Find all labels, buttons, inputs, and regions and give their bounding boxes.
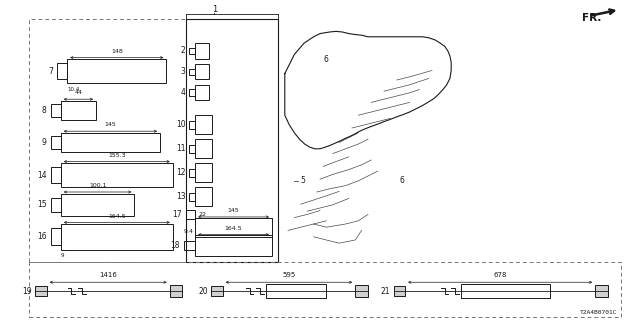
Text: 15: 15 [37,200,47,209]
Text: 44: 44 [74,90,83,95]
Text: 19: 19 [22,287,32,296]
Bar [67,59,166,83]
Text: 145: 145 [104,122,116,127]
Bar [195,115,212,134]
Bar [189,89,195,96]
Bar [195,64,209,79]
Text: 18: 18 [170,241,180,250]
Text: 12: 12 [176,168,186,177]
Text: 14: 14 [37,171,47,180]
Bar [355,285,368,297]
Text: 10.4: 10.4 [67,87,79,92]
Text: 3: 3 [180,67,186,76]
Text: 6: 6 [400,176,405,185]
Bar [61,133,160,152]
Bar [189,68,195,75]
Bar [195,43,209,59]
Bar [61,194,134,216]
Text: 11: 11 [176,144,186,153]
Text: 16: 16 [37,232,47,241]
Text: 7: 7 [48,67,53,76]
Bar [189,48,195,54]
Text: 13: 13 [176,192,186,201]
Text: 595: 595 [282,272,296,278]
Text: 6: 6 [323,55,328,64]
Bar [51,136,61,149]
Bar [186,19,278,262]
Text: 678: 678 [493,272,507,278]
Text: 9.4: 9.4 [184,228,194,234]
Bar [184,242,195,250]
Bar [195,218,272,237]
Bar [61,101,96,120]
Bar [61,163,173,187]
Text: 1416: 1416 [99,272,117,278]
Bar [35,286,47,296]
Text: 2: 2 [181,46,186,55]
Text: 145: 145 [228,208,239,213]
Bar [195,235,272,256]
Bar [186,210,195,219]
Bar [394,286,405,296]
Bar [51,228,61,245]
Text: 148: 148 [111,49,123,54]
Text: T2A4B0701C: T2A4B0701C [580,310,618,315]
Bar [195,139,212,158]
Text: 10: 10 [176,120,186,129]
Text: 9: 9 [61,253,64,259]
Bar [29,19,278,262]
Text: 164.5: 164.5 [108,213,125,219]
Text: 17: 17 [172,210,182,219]
Text: 100.1: 100.1 [89,183,106,188]
Text: 155.3: 155.3 [108,153,125,158]
Bar [189,121,195,129]
Bar [61,224,173,250]
Bar [266,284,326,298]
Text: 164.5: 164.5 [225,226,243,231]
Bar [51,197,61,212]
Text: 22: 22 [198,212,206,217]
Bar [461,284,550,298]
Text: 8: 8 [42,106,47,115]
Text: 20: 20 [198,287,208,296]
Text: 4: 4 [180,88,186,97]
Bar [29,262,621,317]
Bar [189,169,195,177]
Bar [211,286,223,296]
Bar [189,193,195,201]
Text: 9: 9 [42,138,47,147]
Bar [595,285,608,297]
Bar [195,187,212,206]
Bar [57,63,67,79]
Bar [195,85,209,100]
Bar [189,145,195,153]
Bar [51,167,61,183]
Text: FR.: FR. [582,12,602,23]
Bar [195,163,212,182]
Text: 5: 5 [301,176,306,185]
Text: 21: 21 [381,287,390,296]
Bar [51,104,61,117]
Text: 1: 1 [212,5,217,14]
Bar [170,285,182,297]
